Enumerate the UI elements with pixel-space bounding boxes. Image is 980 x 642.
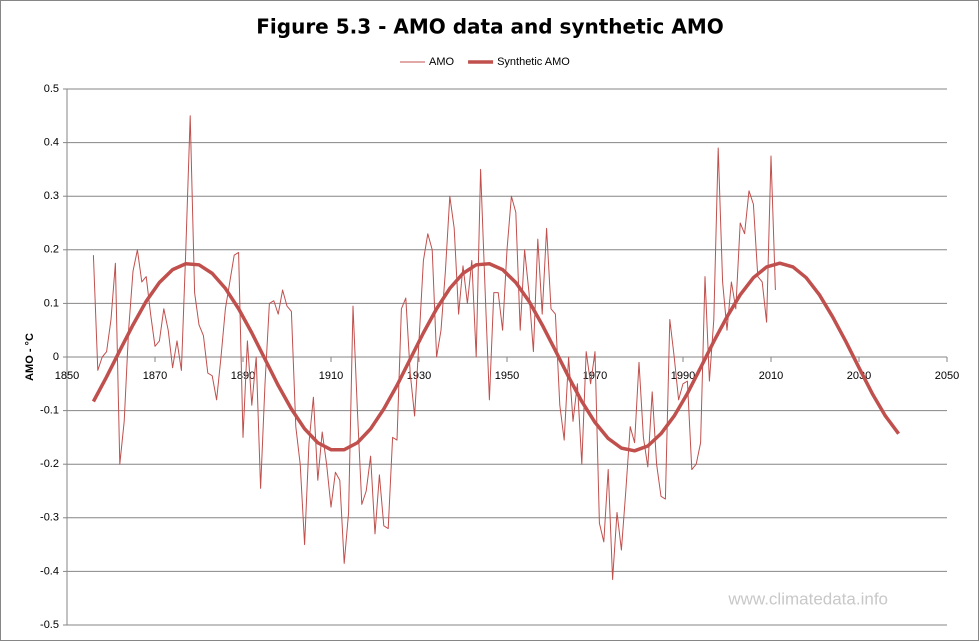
y-tick-label: -0.1 — [40, 405, 59, 417]
y-tick-label: -0.3 — [40, 512, 59, 524]
watermark: www.climatedata.info — [727, 589, 888, 608]
x-tick-label: 1930 — [407, 370, 431, 382]
y-tick-label: 0 — [53, 351, 59, 363]
x-tick-label: 2030 — [847, 370, 871, 382]
x-tick-label: 2010 — [759, 370, 783, 382]
x-tick-label: 1870 — [143, 370, 167, 382]
y-tick-label: 0.1 — [44, 297, 59, 309]
legend-label: Synthetic AMO — [497, 56, 570, 68]
y-tick-label: -0.2 — [40, 458, 59, 470]
y-tick-label: 0.2 — [44, 244, 59, 256]
x-tick-label: 1990 — [671, 370, 695, 382]
legend-label: AMO — [429, 56, 455, 68]
chart-title: Figure 5.3 - AMO data and synthetic AMO — [256, 15, 723, 39]
y-tick-label: -0.5 — [40, 619, 59, 631]
x-tick-label: 1970 — [583, 370, 607, 382]
y-tick-label: 0.5 — [44, 83, 59, 95]
y-tick-label: -0.4 — [40, 565, 59, 577]
x-tick-label: 1890 — [231, 370, 255, 382]
x-tick-label: 2050 — [935, 370, 959, 382]
y-tick-label: 0.3 — [44, 190, 59, 202]
x-tick-label: 1910 — [319, 370, 343, 382]
y-axis-label: AMO - °C — [24, 333, 36, 381]
y-tick-label: 0.4 — [44, 137, 59, 149]
series-line — [91, 261, 901, 453]
x-tick-label: 1950 — [495, 370, 519, 382]
series-line — [92, 115, 776, 580]
x-tick-label: 1850 — [55, 370, 79, 382]
